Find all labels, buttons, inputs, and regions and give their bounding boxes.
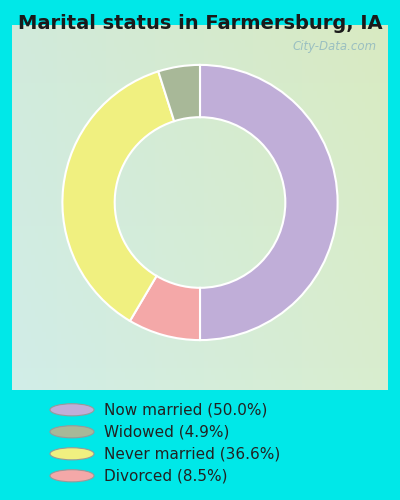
Text: Widowed (4.9%): Widowed (4.9%) xyxy=(104,424,229,440)
Circle shape xyxy=(50,448,94,460)
Text: Never married (36.6%): Never married (36.6%) xyxy=(104,446,280,462)
Wedge shape xyxy=(200,65,338,340)
Wedge shape xyxy=(158,65,200,121)
Text: City-Data.com: City-Data.com xyxy=(292,40,377,52)
Wedge shape xyxy=(62,72,174,321)
Text: Now married (50.0%): Now married (50.0%) xyxy=(104,402,267,417)
Circle shape xyxy=(50,470,94,482)
Text: Marital status in Farmersburg, IA: Marital status in Farmersburg, IA xyxy=(18,14,382,33)
Wedge shape xyxy=(130,276,200,340)
Text: Divorced (8.5%): Divorced (8.5%) xyxy=(104,468,228,483)
Circle shape xyxy=(50,404,94,416)
Circle shape xyxy=(50,426,94,438)
